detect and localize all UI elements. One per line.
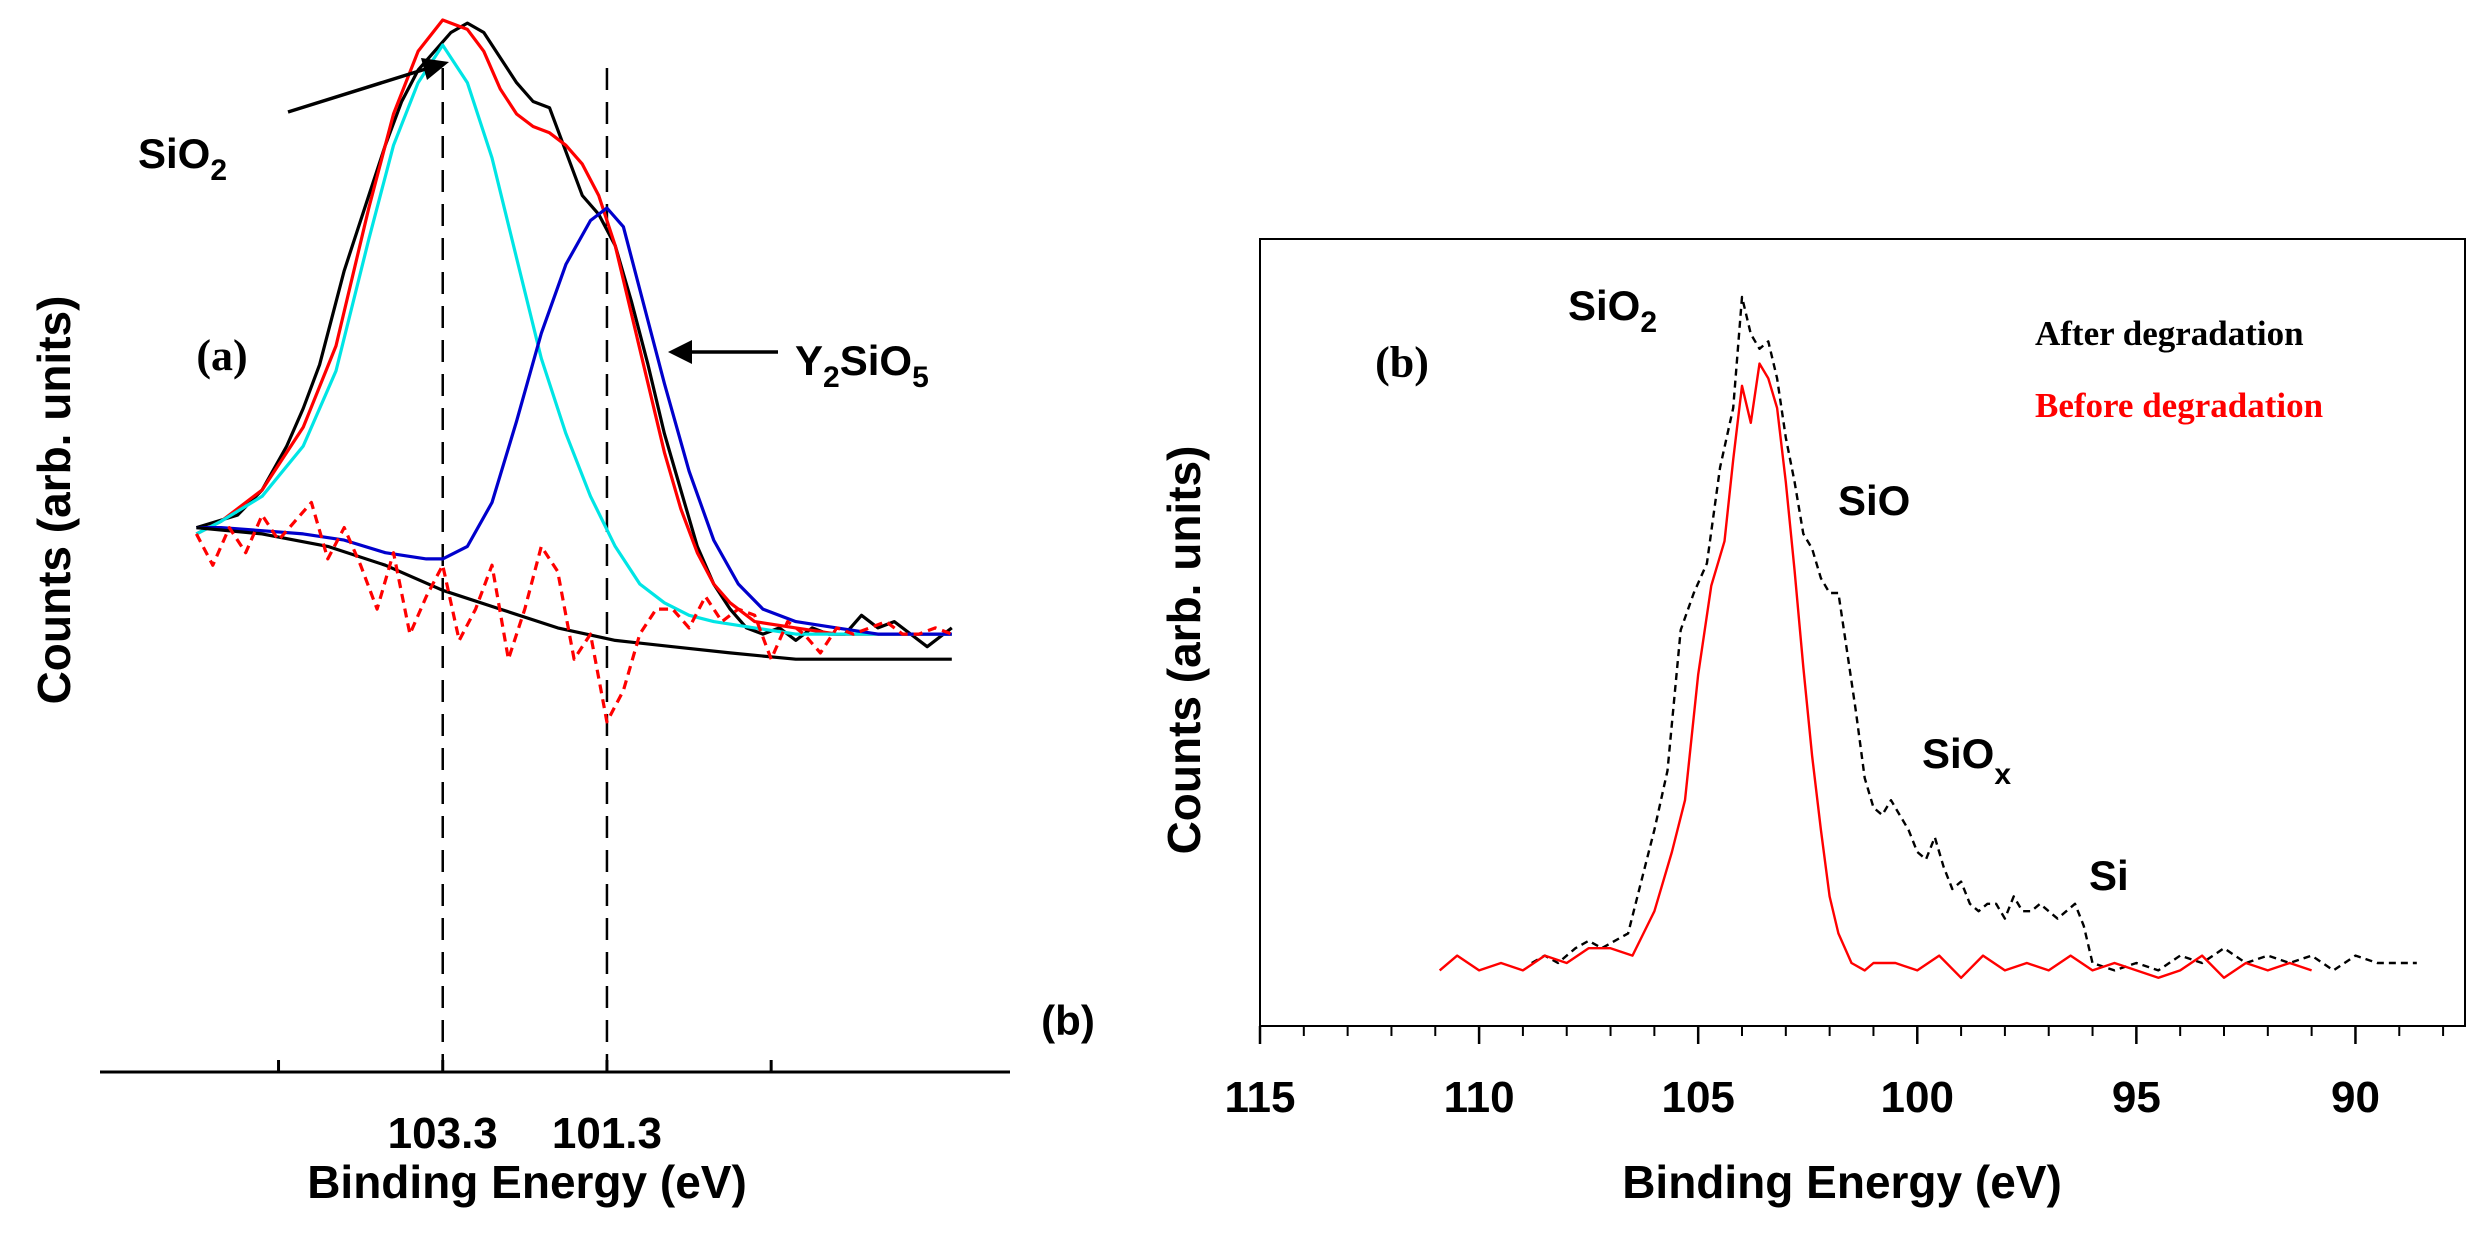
panel-a-series-envelope-fit — [195, 18, 952, 636]
annotation-y2sio5-text: Y — [795, 337, 823, 384]
panel-a-series-residual — [194, 500, 953, 724]
arrow-sio2-head — [421, 58, 449, 80]
panel-a-x-axis-label: Binding Energy (eV) — [307, 1156, 747, 1208]
panel-b-tick-labels: 115 110 105 100 95 90 — [1225, 1073, 2380, 1122]
panel-a: 103.3 101.3 Binding Energy (eV) Counts (a… — [28, 18, 1095, 1208]
legend-after-degradation: After degradation — [2035, 314, 2304, 353]
panel-b-tick-label: 105 — [1661, 1073, 1734, 1122]
annotation-si-b-text: Si — [2089, 852, 2129, 899]
panel-b-y-axis-label: Counts (arb. units) — [1158, 446, 1210, 855]
panel-b-series — [1438, 295, 2417, 979]
panel-b-tick-label: 100 — [1881, 1073, 1954, 1122]
panel-b-label: (b) — [1375, 338, 1429, 387]
annotation-sio-b: SiO — [1838, 477, 1910, 524]
annotation-siox-b-sub: x — [1994, 758, 2011, 791]
annotation-sio2-b: SiO2 — [1568, 282, 1657, 339]
annotation-y2sio5-sub: 2 — [823, 361, 840, 394]
panel-b-series-after-degradation — [1531, 295, 2417, 972]
legend-before-degradation: Before degradation — [2035, 386, 2323, 425]
panel-a-tick-label: 103.3 — [388, 1109, 498, 1158]
panel-a-series-background — [196, 526, 952, 661]
annotation-y2sio5: Y2SiO5 — [795, 337, 929, 394]
panel-b-series-before-degradation — [1438, 362, 2312, 979]
orphan-panel-label: (b) — [1041, 997, 1095, 1044]
panel-b-plot-frame — [1259, 238, 2466, 1027]
annotation-sio2-a-text: SiO — [138, 130, 210, 177]
annotation-sio2-b-text: SiO — [1568, 282, 1640, 329]
annotation-sio-b-text: SiO — [1838, 477, 1910, 524]
panel-a-reference-lines — [441, 68, 609, 1062]
panel-a-tick-labels: 103.3 101.3 — [388, 1109, 662, 1158]
annotation-sio2-b-sub: 2 — [1640, 306, 1657, 339]
annotation-y2sio5-text2: SiO — [840, 337, 912, 384]
panel-b: 115 110 105 100 95 90 Binding Energy (eV) Cou… — [1158, 238, 2466, 1208]
panel-b-x-ticks — [1258, 1026, 2445, 1044]
annotation-si-b: Si — [2089, 852, 2129, 899]
arrow-sio2 — [287, 65, 433, 114]
annotation-y2sio5-sub2: 5 — [912, 361, 929, 394]
panel-b-tick-label: 115 — [1225, 1073, 1296, 1122]
panel-b-x-axis-label: Binding Energy (eV) — [1622, 1156, 2062, 1208]
annotation-sio2-a: SiO2 — [138, 130, 227, 187]
panel-a-series-sio2-component — [195, 43, 952, 636]
arrow-y2sio5-head — [668, 340, 692, 364]
panel-a-x-ticks — [277, 1060, 773, 1072]
panel-a-series-y2sio5-component — [196, 206, 952, 636]
panel-b-tick-label: 95 — [2112, 1073, 2161, 1122]
panel-a-label: (a) — [196, 331, 247, 380]
panel-a-tick-label: 101.3 — [552, 1109, 662, 1158]
panel-b-tick-label: 110 — [1444, 1073, 1515, 1122]
annotation-siox-b-text: SiO — [1922, 730, 1994, 777]
panel-a-series — [194, 18, 953, 724]
panel-b-tick-label: 90 — [2331, 1073, 2380, 1122]
panel-a-y-axis-label: Counts (arb. units) — [28, 296, 80, 705]
annotation-siox-b: SiOx — [1922, 730, 2011, 791]
panel-a-series-experimental-data — [195, 21, 953, 649]
annotation-sio2-a-sub: 2 — [210, 154, 227, 187]
